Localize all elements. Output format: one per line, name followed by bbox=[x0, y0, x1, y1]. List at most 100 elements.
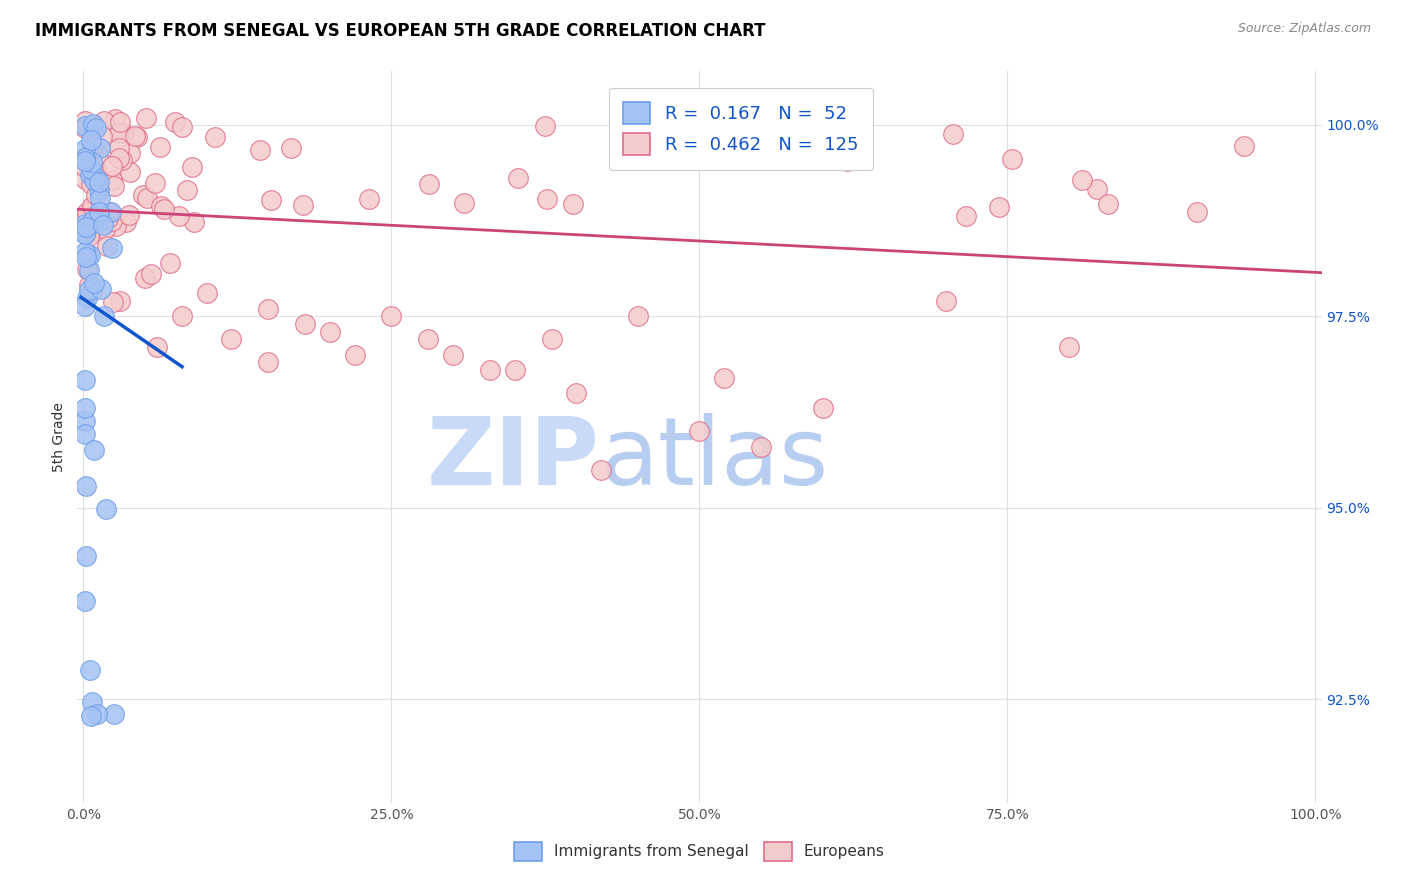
Point bbox=[73, 427, 96, 442]
Point bbox=[195, 286, 218, 301]
Point bbox=[152, 202, 174, 216]
Point bbox=[103, 179, 125, 194]
Point bbox=[80, 708, 103, 723]
Point bbox=[75, 220, 97, 235]
Point bbox=[1085, 182, 1108, 196]
Point bbox=[73, 217, 96, 231]
Point bbox=[83, 277, 105, 291]
Point bbox=[80, 178, 103, 192]
Point bbox=[80, 161, 103, 176]
Point bbox=[257, 301, 280, 316]
Point bbox=[73, 594, 96, 608]
Point bbox=[86, 163, 108, 178]
Point bbox=[146, 340, 169, 354]
Point bbox=[76, 291, 98, 305]
Point bbox=[84, 217, 107, 231]
Point bbox=[159, 256, 181, 270]
Point bbox=[73, 119, 96, 133]
Point bbox=[627, 310, 650, 324]
Text: atlas: atlas bbox=[600, 413, 828, 505]
Point bbox=[73, 401, 96, 415]
Point bbox=[89, 140, 111, 154]
Point bbox=[73, 154, 96, 169]
Point bbox=[82, 147, 104, 161]
Point bbox=[204, 130, 226, 145]
Point bbox=[149, 199, 172, 213]
Point bbox=[139, 267, 162, 281]
Point bbox=[79, 248, 101, 262]
Point bbox=[101, 172, 124, 186]
Point bbox=[105, 219, 128, 234]
Point bbox=[935, 294, 957, 309]
Point bbox=[83, 442, 105, 457]
Point bbox=[441, 348, 464, 362]
Point bbox=[107, 126, 129, 140]
Point bbox=[89, 183, 111, 197]
Point bbox=[835, 153, 858, 168]
Point bbox=[91, 210, 114, 224]
Point bbox=[89, 205, 111, 219]
Point bbox=[1000, 153, 1022, 167]
Point bbox=[100, 205, 122, 219]
Point bbox=[453, 195, 475, 210]
Point bbox=[170, 120, 193, 135]
Point bbox=[107, 151, 129, 165]
Point bbox=[761, 120, 783, 134]
Point bbox=[73, 223, 96, 237]
Point bbox=[359, 192, 381, 206]
Point bbox=[83, 219, 105, 234]
Point bbox=[181, 160, 204, 174]
Point bbox=[89, 175, 111, 189]
Text: IMMIGRANTS FROM SENEGAL VS EUROPEAN 5TH GRADE CORRELATION CHART: IMMIGRANTS FROM SENEGAL VS EUROPEAN 5TH … bbox=[35, 22, 766, 40]
Point bbox=[91, 129, 114, 144]
Point bbox=[249, 143, 271, 157]
Point bbox=[136, 191, 159, 205]
Point bbox=[80, 140, 103, 154]
Point bbox=[118, 208, 141, 222]
Point bbox=[988, 200, 1011, 214]
Point bbox=[73, 142, 96, 156]
Point bbox=[380, 310, 402, 324]
Point bbox=[75, 120, 97, 135]
Point bbox=[170, 310, 193, 324]
Point bbox=[76, 248, 98, 262]
Point bbox=[82, 117, 104, 131]
Point bbox=[280, 141, 302, 155]
Point bbox=[77, 278, 100, 293]
Point bbox=[176, 183, 198, 197]
Point bbox=[75, 225, 97, 239]
Point bbox=[75, 151, 97, 165]
Point bbox=[110, 294, 132, 309]
Point bbox=[96, 239, 118, 253]
Point bbox=[80, 133, 103, 147]
Point bbox=[418, 177, 440, 191]
Point bbox=[766, 126, 789, 140]
Point bbox=[749, 440, 772, 454]
Text: Source: ZipAtlas.com: Source: ZipAtlas.com bbox=[1237, 22, 1371, 36]
Point bbox=[479, 363, 502, 377]
Point bbox=[86, 121, 108, 136]
Point bbox=[73, 227, 96, 241]
Point bbox=[97, 211, 120, 225]
Point bbox=[118, 164, 141, 178]
Point bbox=[1057, 340, 1080, 354]
Point bbox=[80, 224, 103, 238]
Point bbox=[319, 325, 342, 339]
Text: ZIP: ZIP bbox=[427, 413, 600, 505]
Point bbox=[73, 373, 96, 387]
Point bbox=[82, 200, 104, 214]
Point bbox=[73, 227, 96, 241]
Point bbox=[221, 333, 243, 347]
Point bbox=[82, 205, 104, 219]
Point bbox=[536, 192, 558, 206]
Point bbox=[1070, 173, 1092, 187]
Point bbox=[811, 401, 834, 416]
Point bbox=[134, 271, 156, 285]
Point bbox=[87, 205, 110, 219]
Point bbox=[149, 139, 172, 153]
Point bbox=[540, 333, 562, 347]
Point bbox=[83, 173, 105, 187]
Point bbox=[77, 283, 100, 297]
Point bbox=[103, 706, 125, 721]
Point bbox=[86, 215, 108, 229]
